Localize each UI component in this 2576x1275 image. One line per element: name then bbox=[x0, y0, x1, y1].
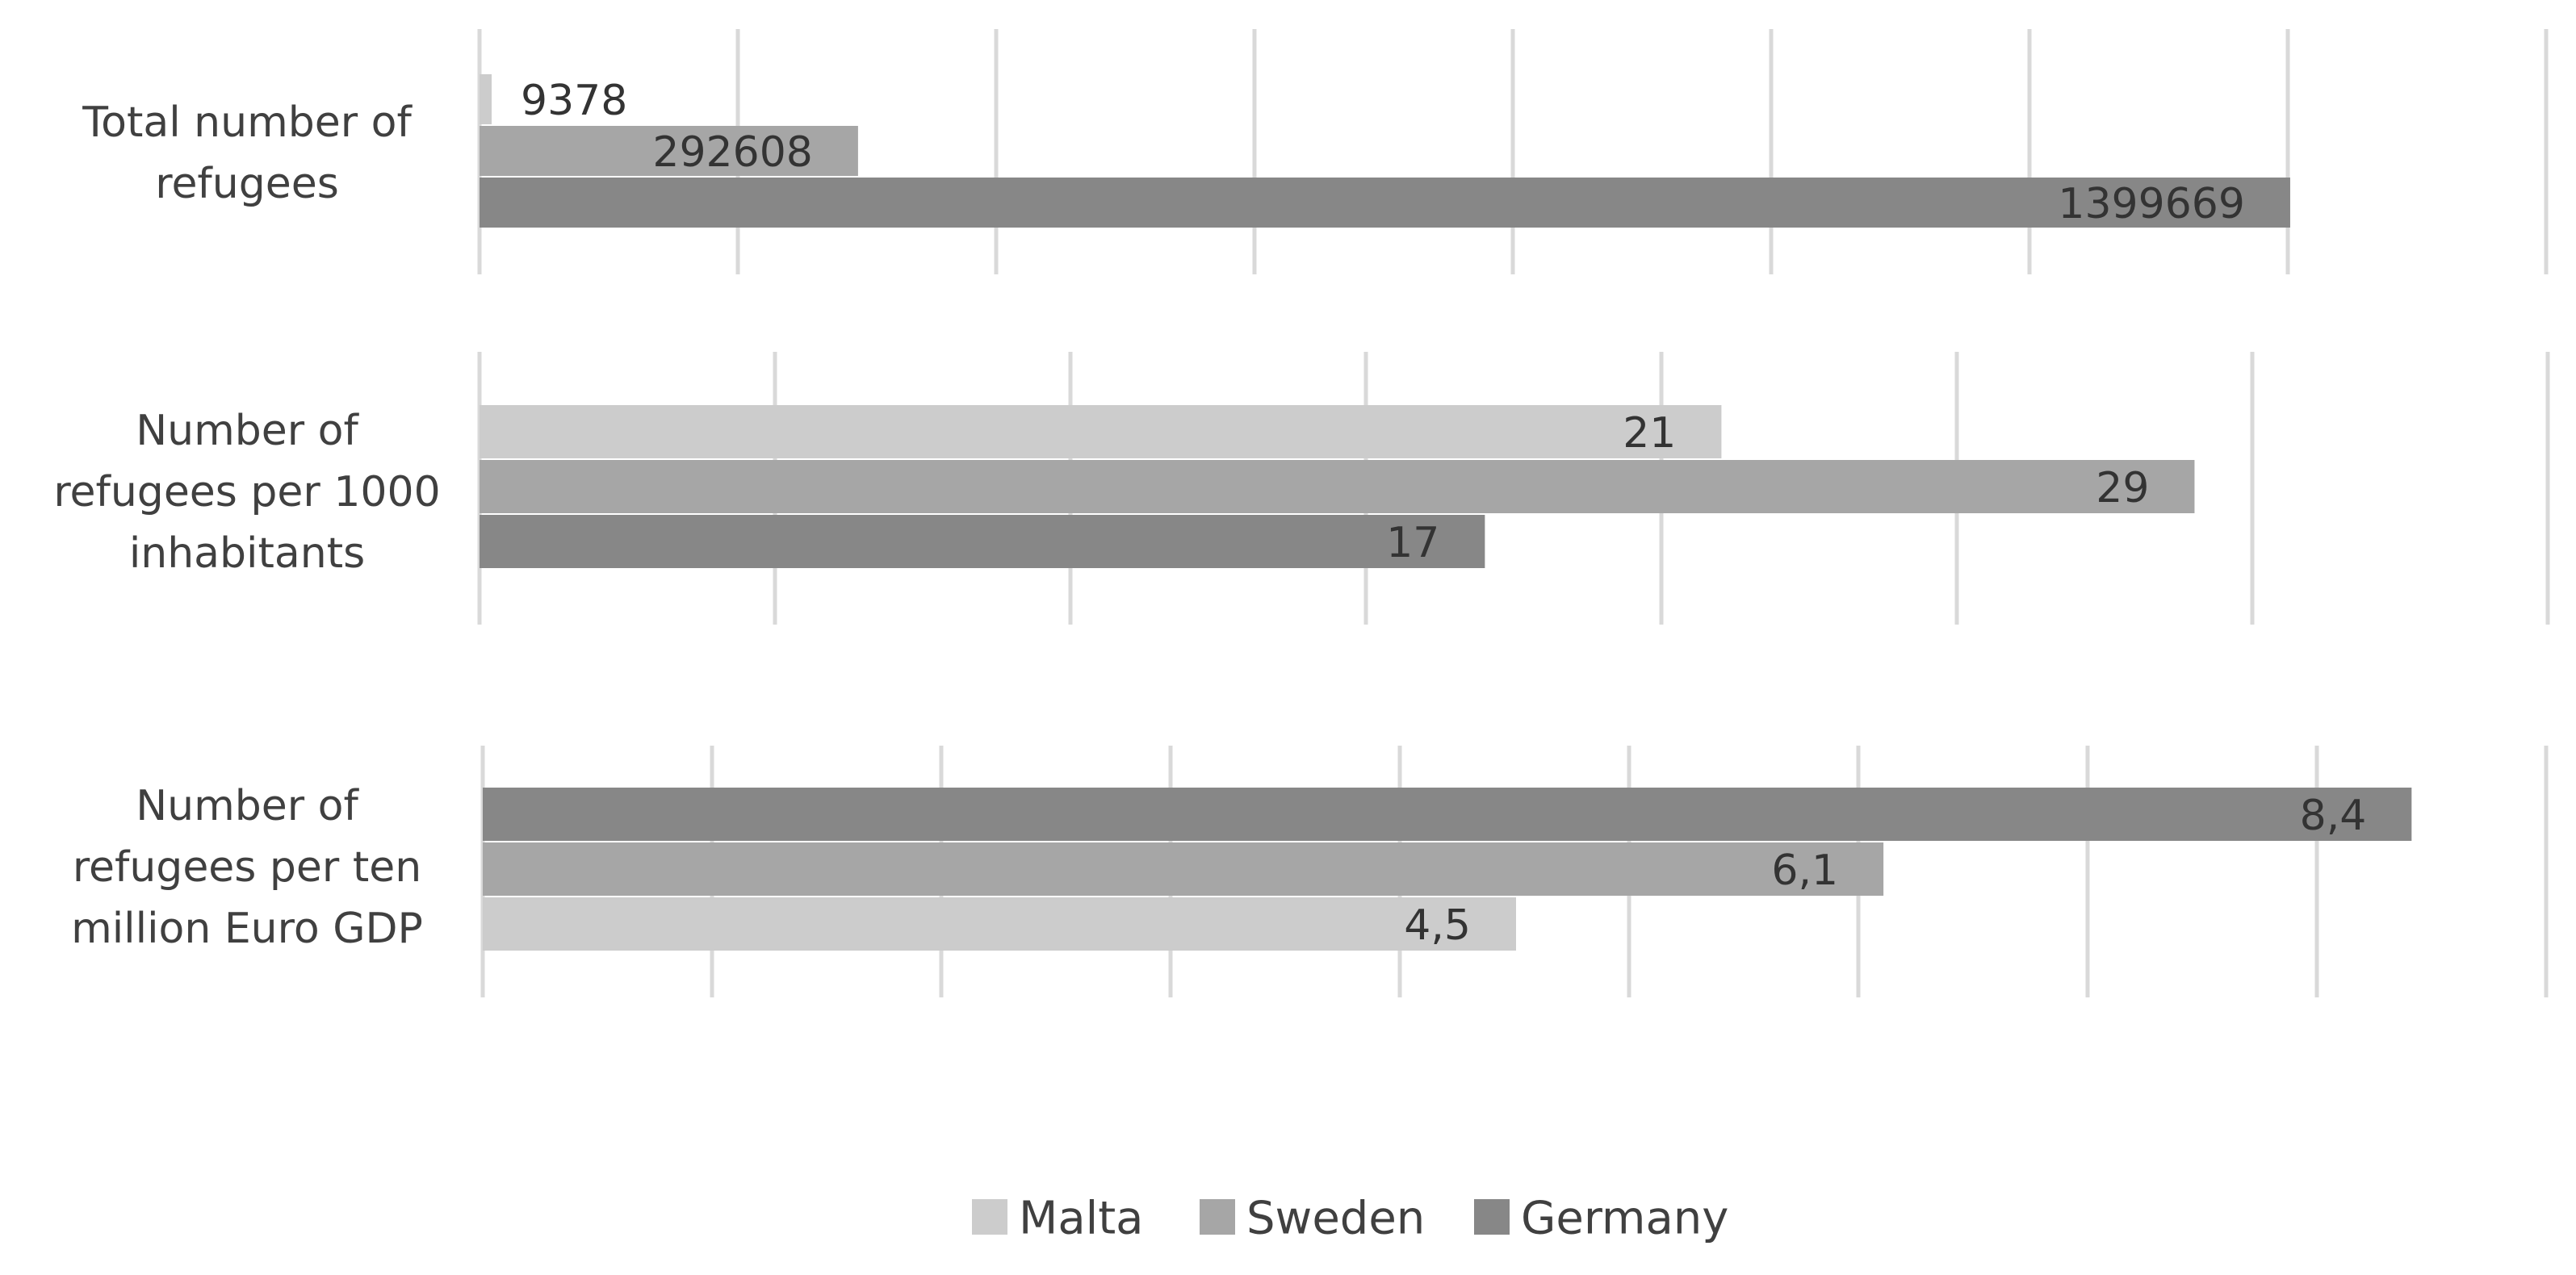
legend-swatch bbox=[972, 1199, 1007, 1235]
data-label: 1399669 bbox=[2058, 180, 2245, 228]
data-label: 292608 bbox=[652, 128, 813, 177]
legend-label: Germany bbox=[1521, 1193, 1728, 1245]
bar-germany bbox=[480, 178, 2290, 228]
legend-item-sweden: Sweden bbox=[1200, 1193, 1425, 1245]
data-label: 8,4 bbox=[2300, 792, 2367, 840]
bar-sweden bbox=[480, 460, 2195, 513]
legend-swatch bbox=[1474, 1199, 1510, 1235]
legend-item-germany: Germany bbox=[1474, 1193, 1728, 1245]
category-label: Number of refugees per 1000 inhabitants bbox=[53, 407, 440, 578]
data-label: 6,1 bbox=[1771, 847, 1838, 895]
data-label: 9378 bbox=[521, 77, 627, 125]
legend: Malta Sweden Germany bbox=[972, 1193, 1728, 1245]
bar-germany bbox=[480, 515, 1485, 568]
legend-item-malta: Malta bbox=[972, 1193, 1143, 1245]
labels-layer: 9378 292608 1399669 Total number of refugees… bbox=[53, 77, 2366, 953]
bar-malta bbox=[480, 74, 492, 124]
category-label: Total number of refugees bbox=[82, 98, 413, 208]
bar-germany bbox=[483, 788, 2412, 841]
data-label: 21 bbox=[1623, 409, 1676, 458]
bars-layer bbox=[480, 74, 2412, 951]
data-label: 29 bbox=[2096, 464, 2149, 512]
bar-malta bbox=[480, 405, 1722, 458]
legend-label: Sweden bbox=[1246, 1193, 1425, 1245]
data-label: 4,5 bbox=[1404, 901, 1471, 950]
bar-sweden bbox=[483, 842, 1884, 896]
data-label: 17 bbox=[1386, 519, 1439, 567]
bar-malta bbox=[483, 897, 1516, 951]
legend-label: Malta bbox=[1019, 1193, 1143, 1245]
category-label: Number of refugees per ten million Euro GD… bbox=[71, 782, 423, 953]
legend-swatch bbox=[1200, 1199, 1235, 1235]
bar-sweden bbox=[480, 126, 858, 176]
